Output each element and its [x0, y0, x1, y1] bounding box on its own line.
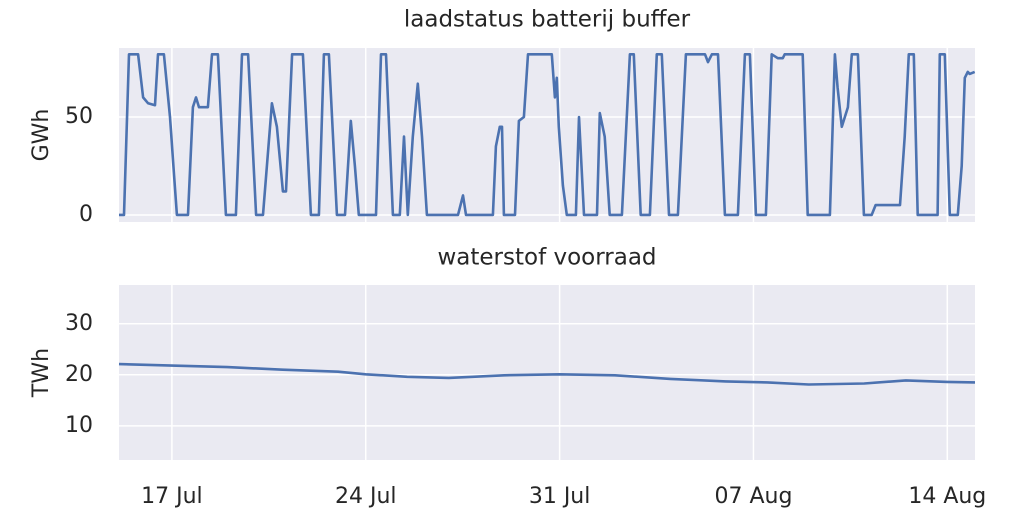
x-tick-label: 07 Aug [714, 484, 792, 509]
x-tick-label: 24 Jul [335, 484, 397, 509]
y-tick-label: 10 [65, 413, 93, 438]
x-tick-label: 14 Aug [908, 484, 986, 509]
chart-title: waterstof voorraad [437, 245, 656, 271]
plot-area [119, 48, 975, 222]
y-tick-label: 30 [65, 311, 93, 336]
plot-area [119, 285, 975, 460]
y-axis-label: GWh [29, 109, 54, 162]
y-tick-label: 20 [65, 362, 93, 387]
y-tick-label: 50 [65, 104, 93, 129]
data-line [119, 53, 976, 217]
y-tick-label: 0 [79, 202, 93, 227]
x-tick-label: 17 Jul [141, 484, 203, 509]
data-line [118, 362, 976, 386]
x-tick-label: 31 Jul [529, 484, 591, 509]
chart-title: laadstatus batterij buffer [404, 7, 691, 33]
y-axis-label: TWh [29, 348, 54, 398]
